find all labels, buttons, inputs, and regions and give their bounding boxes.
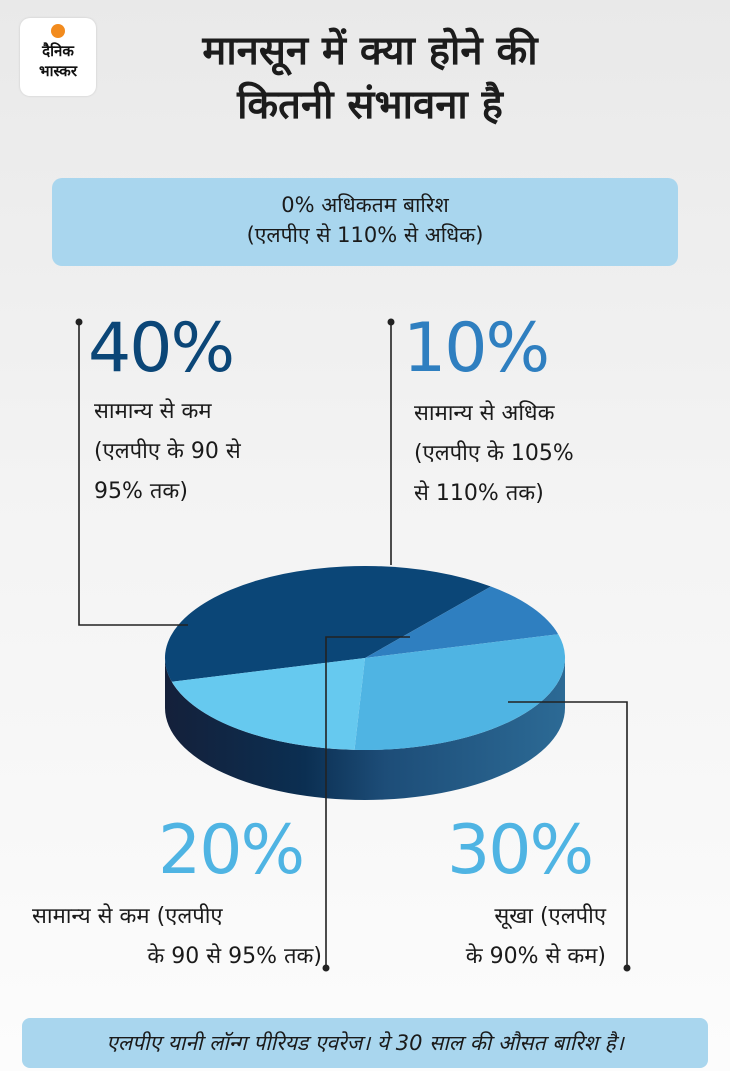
pie-slice-10: [365, 586, 559, 658]
leader-end-dot: [387, 318, 395, 326]
page-title: मानसून में क्या होने की कितनी संभावना है: [110, 24, 630, 132]
leader-line-30: [508, 701, 628, 968]
label-b-line-1: सामान्य से अधिक: [414, 401, 555, 426]
banner-line-1: 0% अधिकतम बारिश: [281, 193, 449, 217]
label-d-text: सूखा (एलपीए के 90% से कम): [416, 897, 606, 977]
label-a-line-3: 95% तक): [94, 479, 188, 504]
title-line-2: कितनी संभावना है: [237, 82, 503, 128]
label-c-percent: 20%: [158, 811, 305, 890]
pie-slice-30: [354, 634, 566, 751]
label-a-percent: 40%: [88, 309, 235, 388]
pie-side-wall: [165, 658, 565, 800]
label-b-text: सामान्य से अधिक (एलपीए के 105% से 110% त…: [414, 394, 574, 514]
label-d-line-2: के 90% से कम): [465, 944, 606, 969]
leader-line-20: [325, 636, 410, 968]
label-d-line-1: सूखा (एलपीए: [494, 904, 606, 929]
pie-slice-20: [171, 658, 365, 750]
leader-end-dot: [75, 318, 83, 326]
title-line-1: मानसून में क्या होने की: [202, 28, 538, 74]
logo-line-2: भास्कर: [39, 62, 77, 80]
label-a-line-1: सामान्य से कम: [94, 399, 212, 424]
footnote: एलपीए यानी लॉन्ग पीरियड एवरेज। ये 30 साल…: [22, 1018, 708, 1068]
label-a-text: सामान्य से कम (एलपीए के 90 से 95% तक): [94, 392, 241, 512]
label-a-line-2: (एलपीए के 90 से: [94, 439, 241, 464]
label-b-percent: 10%: [403, 309, 550, 388]
logo-sun-icon: [51, 24, 65, 38]
leader-end-dot: [322, 964, 330, 972]
label-c-text: सामान्य से कम (एलपीए के 90 से 95% तक): [32, 897, 322, 977]
label-c-line-2: के 90 से 95% तक): [147, 944, 322, 969]
pie-slice-40: [164, 565, 491, 682]
info-banner: 0% अधिकतम बारिश (एलपीए से 110% से अधिक): [52, 178, 678, 266]
brand-logo: दैनिक भास्कर: [20, 18, 96, 96]
label-b-line-2: (एलपीए के 105%: [414, 441, 574, 466]
label-c-line-1: सामान्य से कम (एलपीए: [32, 904, 223, 929]
label-d-percent: 30%: [447, 811, 594, 890]
leader-line-40: [78, 322, 188, 626]
banner-line-2: (एलपीए से 110% से अधिक): [246, 223, 484, 247]
label-b-line-3: से 110% तक): [414, 481, 544, 506]
leader-end-dot: [623, 964, 631, 972]
logo-line-1: दैनिक: [42, 42, 74, 60]
